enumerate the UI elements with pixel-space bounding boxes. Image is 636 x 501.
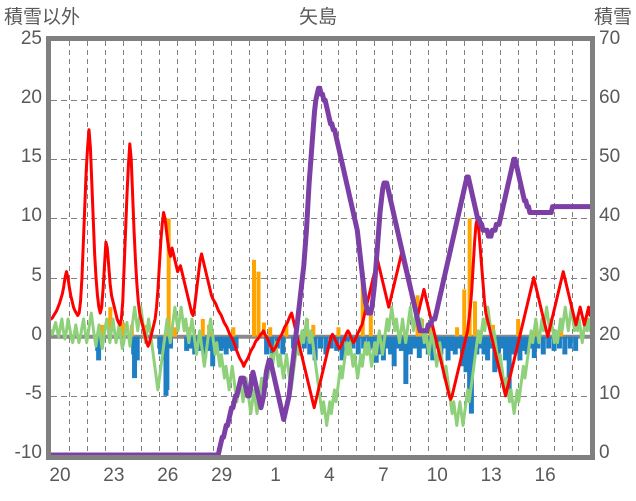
y-right-tick: 60 [599, 87, 621, 109]
x-tick: 23 [103, 465, 125, 486]
x-tick: 20 [49, 465, 71, 486]
plot-frame [46, 36, 595, 460]
x-tick: 10 [426, 465, 448, 486]
y-left-tick: 25 [20, 28, 42, 49]
x-tick: 16 [534, 465, 556, 486]
y-right-tick: 0 [599, 442, 610, 463]
x-tick: 4 [324, 465, 335, 486]
y-right-tick: 70 [599, 28, 621, 49]
y-left-tick: 20 [20, 87, 42, 109]
y-left-tick: 5 [31, 264, 42, 286]
y-left-tick: 0 [31, 323, 42, 345]
left-axis-title: 積雪以外 [4, 7, 81, 28]
x-tick: 7 [378, 465, 389, 486]
y-left-tick: -5 [25, 382, 42, 404]
x-tick: 26 [157, 465, 179, 486]
y-right-tick: 50 [599, 146, 621, 168]
y-left-tick: 15 [20, 146, 42, 168]
page-title: 矢島 [298, 7, 337, 28]
x-tick: 1 [270, 465, 281, 486]
y-right-tick: 40 [599, 205, 621, 227]
x-tick: 29 [211, 465, 233, 486]
y-right-tick: 30 [599, 264, 621, 286]
y-right-tick: 10 [599, 382, 621, 404]
right-axis-title: 積雪 [593, 7, 632, 28]
line-series [48, 85, 593, 458]
x-tick: 13 [480, 465, 502, 486]
y-left-tick: 10 [20, 205, 42, 227]
y-left-tick: -10 [14, 442, 42, 463]
y-right-tick: 20 [599, 323, 621, 345]
